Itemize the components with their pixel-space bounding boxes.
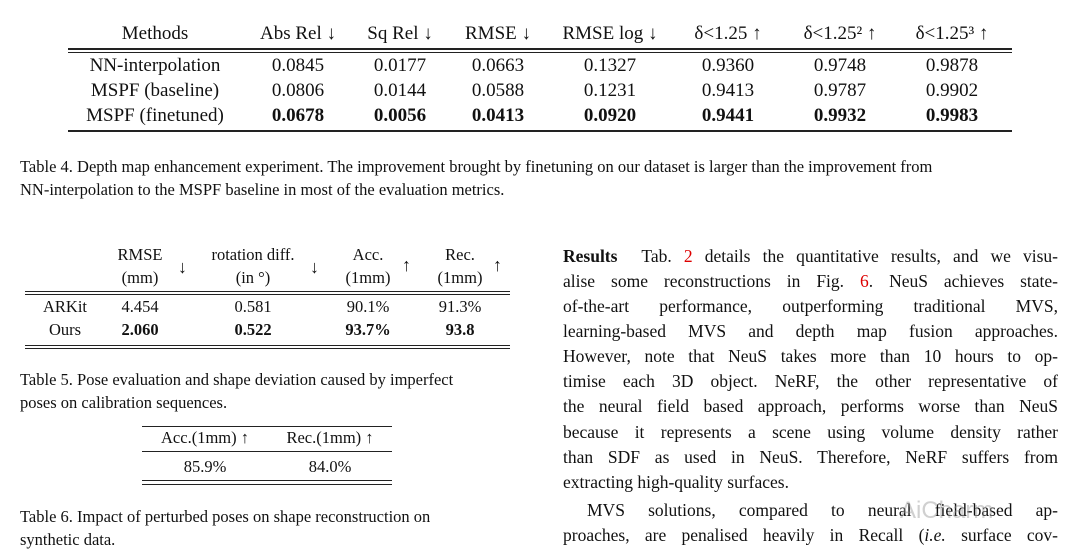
row-label: MSPF (baseline) — [90, 80, 220, 101]
results-heading: Results — [563, 246, 618, 266]
text: Tab. — [641, 246, 684, 266]
table-cell: 0.0663 — [471, 55, 525, 76]
table-5-header-unit: (mm) — [121, 268, 159, 287]
arrow-down-icon: ↓ — [310, 257, 319, 277]
table-4-header: δ<1.25² ↑ — [803, 23, 877, 44]
table-cell: 93.8 — [445, 320, 475, 339]
body-line: timise each 3D object. NeRF, the other r… — [563, 371, 1058, 392]
table-cell: 0.0588 — [471, 80, 525, 101]
table-cell: 0.0144 — [373, 80, 427, 101]
body-line: proaches, are penalised heavily in Recal… — [563, 525, 1058, 546]
body-line: However, note that NeuS takes more than … — [563, 346, 1058, 367]
table-cell: 0.9932 — [813, 105, 867, 126]
table-5-header: RMSE — [117, 245, 163, 264]
table-4-header: δ<1.25 ↑ — [694, 23, 762, 44]
table-5-header: Acc. — [352, 245, 384, 264]
rule — [142, 451, 392, 452]
watermark-logo: AiCharm — [900, 497, 994, 524]
table-cell: 0.0177 — [373, 55, 427, 76]
table-cell: 0.9360 — [701, 55, 755, 76]
table-cell: 0.9441 — [701, 105, 755, 126]
top-rule — [68, 48, 1012, 50]
rule — [25, 294, 510, 295]
table-cell: 0.0413 — [471, 105, 525, 126]
table-cell: 0.0920 — [583, 105, 637, 126]
table-4-caption-line: Table 4. Depth map enhancement experimen… — [20, 157, 933, 176]
body-line: MVS solutions, compared to neural field-… — [587, 500, 1058, 520]
rule — [25, 345, 510, 346]
bottom-rule — [68, 130, 1012, 132]
table-5-header: rotation diff. — [211, 245, 295, 264]
arrow-up-icon: ↑ — [493, 255, 502, 275]
header-rule — [68, 52, 1012, 53]
table-6-header: Acc.(1mm) ↑ — [161, 428, 249, 447]
table-cell: 0.0056 — [373, 105, 427, 126]
body-line: alise some reconstructions in Fig. 6. Ne… — [563, 271, 1058, 292]
body-line: because it represents a scene using volu… — [563, 421, 1058, 442]
table-4-header: RMSE log ↓ — [562, 23, 658, 44]
table-cell: 90.1% — [346, 297, 390, 316]
table-6-caption-line: Table 6. Impact of perturbed poses on sh… — [20, 507, 431, 526]
table-6-caption-line: synthetic data. — [20, 530, 116, 549]
table-cell: 0.9878 — [925, 55, 979, 76]
row-label: MSPF (finetuned) — [86, 105, 224, 126]
table-4-header: δ<1.25³ ↑ — [915, 23, 989, 44]
arrow-up-icon: ↑ — [402, 255, 411, 275]
table-4-caption-line: NN-interpolation to the MSPF baseline in… — [20, 180, 505, 199]
table-cell: 93.7% — [345, 320, 391, 339]
rule — [25, 291, 510, 292]
row-label: Ours — [48, 320, 82, 339]
table-cell: 0.0845 — [271, 55, 325, 76]
table-ref-link[interactable]: 2 — [683, 246, 693, 266]
body-line: than SDF as used in NeuS. Therefore, NeR… — [563, 446, 1058, 467]
body-line: the neural field based approach, perform… — [563, 396, 1058, 417]
table-4-header: Methods — [121, 23, 189, 44]
table-cell: 0.522 — [234, 320, 272, 339]
text: i.e. — [924, 525, 946, 545]
body-line: Results Tab. 2 details the quantitative … — [563, 246, 1058, 267]
table-cell: 0.9902 — [925, 80, 979, 101]
table-6-cell: 84.0% — [308, 457, 352, 476]
table-4-header: RMSE ↓ — [465, 23, 531, 44]
table-cell: 0.9413 — [701, 80, 755, 101]
text: proaches, are penalised heavily in Recal… — [563, 525, 925, 545]
body-line: of-the-art performance, outperforming tr… — [563, 296, 1058, 316]
table-5-header-unit: (in °) — [235, 268, 271, 287]
text: alise some reconstructions in Fig. — [563, 271, 860, 291]
body-line: extracting high-quality surfaces. — [563, 471, 789, 492]
table-cell: 0.0806 — [271, 80, 325, 101]
table-5-caption-line: Table 5. Pose evaluation and shape devia… — [20, 370, 454, 389]
table-cell: 2.060 — [121, 320, 159, 339]
arrow-down-icon: ↓ — [178, 257, 187, 277]
table-5-caption-line: poses on calibration sequences. — [20, 393, 228, 412]
row-label: NN-interpolation — [89, 55, 221, 76]
table-cell: 0.1327 — [583, 55, 637, 76]
table-4-header: Sq Rel ↓ — [367, 23, 433, 44]
rule — [142, 480, 392, 481]
table-6-cell: 85.9% — [183, 457, 227, 476]
text: details the quantitative results, and we… — [692, 246, 1058, 266]
rule — [142, 484, 392, 485]
table-4-header: Abs Rel ↓ — [260, 23, 336, 44]
table-5-header: Rec. — [445, 245, 475, 264]
table-cell: 91.3% — [438, 297, 482, 316]
table-cell: 0.9983 — [925, 105, 979, 126]
rule — [25, 348, 510, 349]
row-label: ARKit — [42, 297, 88, 316]
table-cell: 0.1231 — [583, 80, 637, 101]
figure-ref-link[interactable]: 6 — [860, 271, 869, 291]
text: . NeuS achieves state- — [868, 271, 1058, 291]
table-5-header-unit: (1mm) — [345, 268, 391, 287]
table-cell: 4.454 — [121, 297, 159, 316]
table-cell: 0.9787 — [813, 80, 867, 101]
table-cell: 0.581 — [234, 297, 272, 316]
table-cell: 0.0678 — [271, 105, 325, 126]
table-5-header-unit: (1mm) — [437, 268, 483, 287]
rule — [142, 426, 392, 427]
table-cell: 0.9748 — [813, 55, 867, 76]
text: surface cov- — [945, 525, 1058, 545]
table-6-header: Rec.(1mm) ↑ — [286, 428, 374, 447]
body-line: learning-based MVS and depth map fusion … — [563, 321, 1058, 342]
